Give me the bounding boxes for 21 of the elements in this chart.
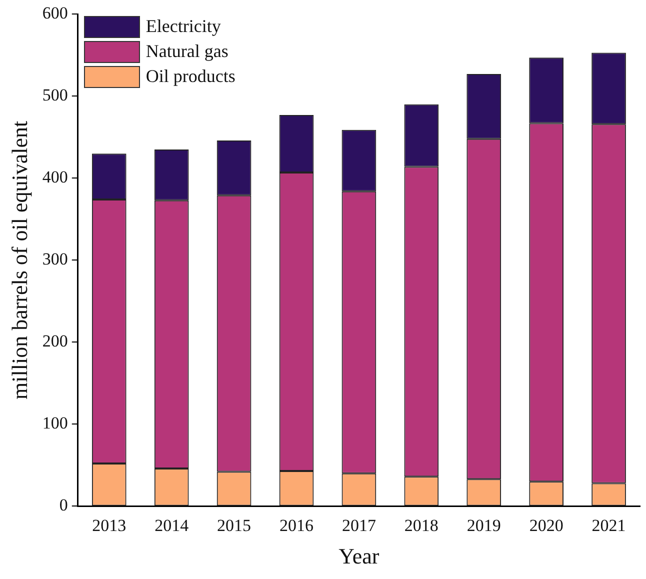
y-tick-label: 0: [59, 496, 68, 515]
x-axis-title: Year: [338, 544, 380, 569]
x-tick-label: 2018: [404, 516, 438, 535]
x-tick-label: 2020: [529, 516, 564, 535]
legend-label: Electricity: [146, 16, 221, 38]
x-tick-label: 2013: [92, 516, 126, 535]
y-tick-label: 200: [42, 332, 68, 351]
x-tick-label: 2016: [279, 516, 314, 535]
x-tick-label: 2014: [154, 516, 190, 535]
legend-label: Natural gas: [146, 41, 228, 62]
legend-label: Oil products: [146, 66, 236, 88]
x-tick-label: 2019: [466, 516, 501, 535]
x-tick-label: 2021: [592, 516, 626, 535]
x-tick-label: 2015: [217, 516, 252, 535]
y-tick-label: 600: [42, 4, 68, 23]
y-tick-label: 300: [42, 250, 68, 269]
y-tick-label: 500: [42, 86, 68, 105]
y-tick-label: 400: [42, 168, 68, 187]
x-tick-label: 2017: [342, 516, 376, 535]
y-axis-title: million barrels of oil equivalent: [6, 120, 32, 400]
y-tick-label: 100: [42, 414, 68, 433]
